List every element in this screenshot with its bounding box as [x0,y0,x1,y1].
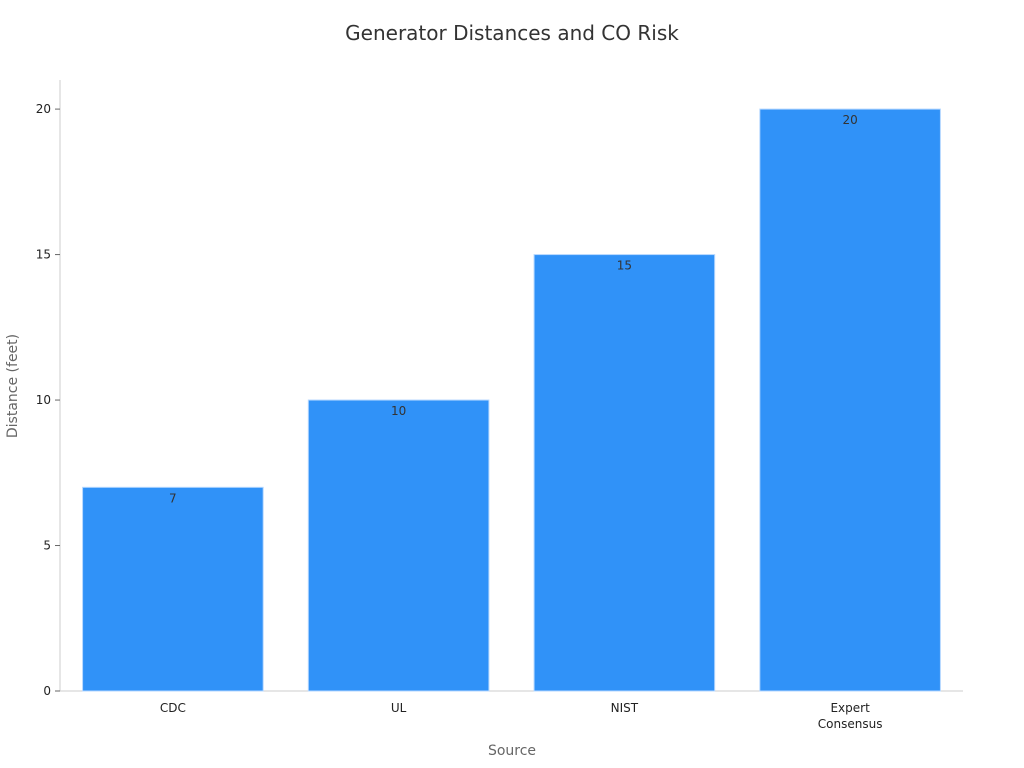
bar [307,399,490,692]
bar [759,108,941,692]
bar [82,486,264,692]
x-tick-label: Expert Consensus [818,701,883,731]
bar-data-label: 20 [842,113,857,127]
bar-data-label: 15 [617,259,632,273]
x-axis-title: Source [488,743,536,759]
chart-title: Generator Distances and CO Risk [345,21,679,45]
y-tick-label: 15 [36,248,51,262]
y-tick-label: 10 [36,393,51,407]
bar [533,254,716,692]
x-tick-label: NIST [611,701,639,715]
y-tick-label: 0 [43,684,51,698]
x-axis: CDC UL NIST Expert Consensus [60,690,963,731]
y-axis: 0 5 10 15 20 [36,80,61,698]
bar-data-label: 10 [391,404,406,418]
y-tick-label: 20 [36,102,51,116]
y-tick-label: 5 [43,539,51,553]
bars-group [82,108,941,692]
bar-data-label: 7 [169,491,177,505]
y-axis-title: Distance (feet) [5,334,21,438]
bar-labels-group: 7 10 15 20 [169,113,858,505]
x-tick-label: UL [391,701,407,715]
x-tick-label: CDC [160,701,186,715]
